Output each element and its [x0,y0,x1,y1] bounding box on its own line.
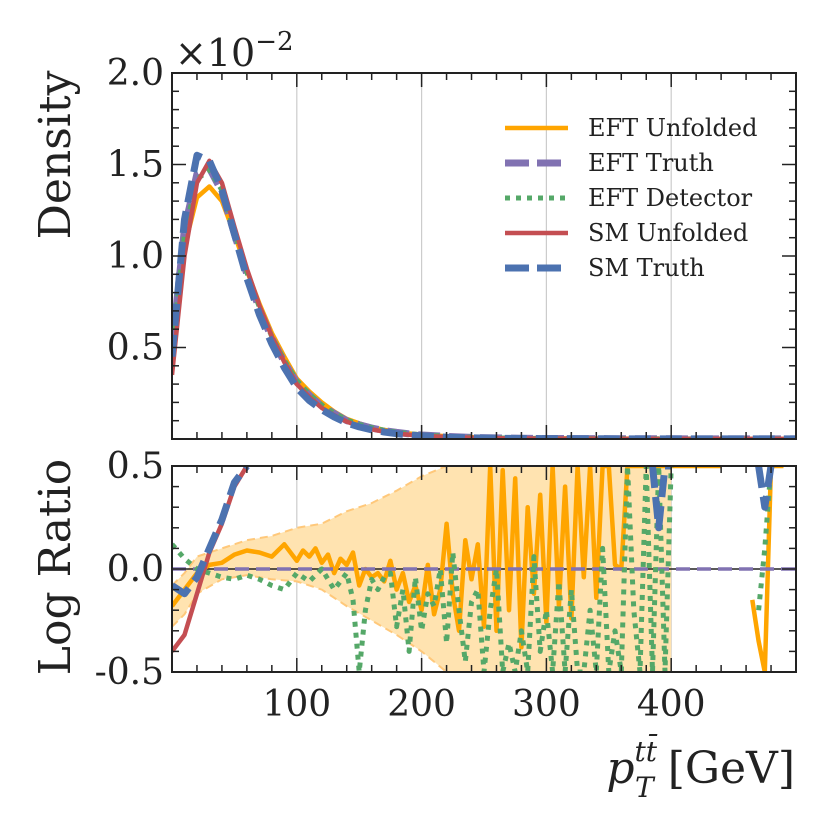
x-tick-label: 100 [262,684,331,725]
legend-label-sm-truth: SM Truth [588,254,705,282]
top-y-tick-label: 0.5 [107,328,164,369]
top-y-axis-label: Density [30,70,81,239]
ratio-line-eft-detector [172,466,674,672]
top-y-tick-label: 1.0 [107,236,164,277]
bottom-y-tick-label: -0.5 [95,652,164,693]
ratio-line-sm-truth [172,466,250,598]
bottom-y-tick-label: 0.5 [107,446,164,487]
ratio-line-sm-truth-tail-1 [649,466,672,532]
top-exponent-label: ×10−2 [175,27,294,75]
top-y-tick-label: 2.0 [107,53,164,94]
ratio-line-sm-truth-tail-2 [755,466,775,511]
axis-tick-labels: 0.5 1.0 1.5 2.0 -0.5 0.0 0.5 100 200 300 400 [95,53,706,725]
legend-label-eft-detector: EFT Detector [588,184,753,212]
x-tick-label: 200 [387,684,456,725]
axis-ticks [172,73,796,672]
x-axis-label: ptt̄ T [GeV] [606,733,795,804]
x-tick-label: 400 [637,684,706,725]
ratio-line-eft-unfolded [172,466,722,650]
legend: EFT Unfolded EFT Truth EFT Detector SM Unfo… [505,114,757,282]
legend-label-eft-unfolded: EFT Unfolded [588,114,757,142]
ratio-series [172,466,796,672]
top-y-tick-label: 1.5 [107,145,164,186]
bottom-y-tick-label: 0.0 [107,549,164,590]
bottom-y-axis-label: Log Ratio [30,459,81,675]
legend-label-eft-truth: EFT Truth [588,149,714,177]
legend-label-sm-unfolded: SM Unfolded [588,219,748,247]
x-tick-label: 300 [512,684,581,725]
uncertainty-band-upper-edge [172,466,672,587]
